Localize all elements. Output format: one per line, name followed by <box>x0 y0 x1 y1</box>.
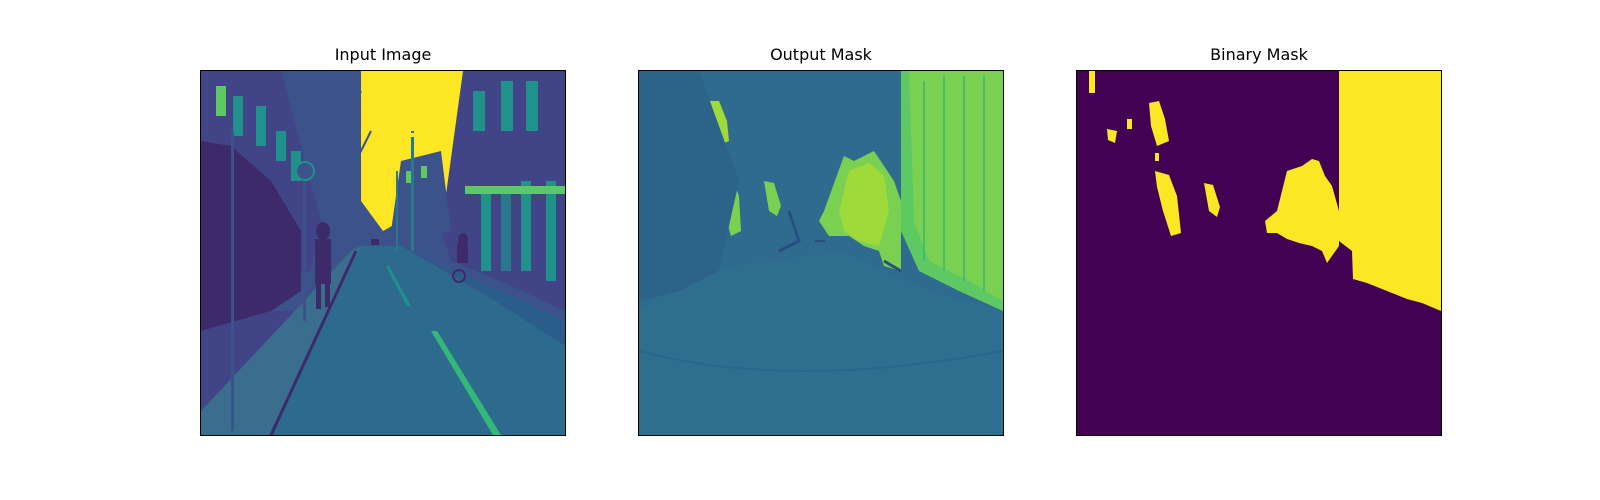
binary-mask-axes <box>1076 70 1442 436</box>
output-mask-title: Output Mask <box>770 45 872 64</box>
input-image-axes <box>200 70 566 436</box>
input-image-title: Input Image <box>334 45 432 64</box>
input-image-panel: Input Image <box>200 0 566 500</box>
binary-mask-title: Binary Mask <box>1210 45 1308 64</box>
output-mask-panel: Output Mask <box>638 0 1004 500</box>
input-image <box>201 71 565 435</box>
output-mask-axes <box>638 70 1004 436</box>
binary-mask-panel: Binary Mask <box>1076 0 1442 500</box>
binary-mask-image <box>1077 71 1441 435</box>
output-mask-image <box>639 71 1003 435</box>
